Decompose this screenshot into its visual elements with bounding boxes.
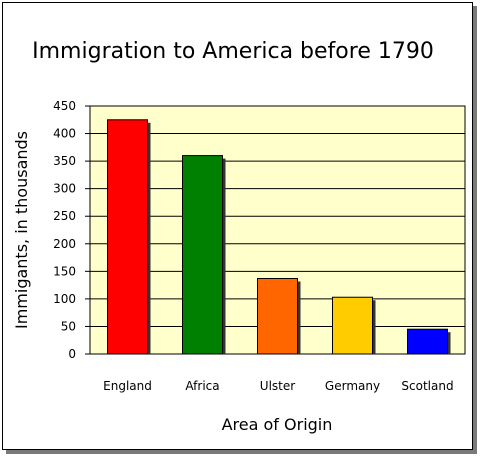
y-tick-label-350: 350	[53, 154, 76, 168]
bar-scotland	[407, 328, 448, 355]
x-tick-label-germany: Germany	[325, 379, 380, 393]
y-tick-label-250: 250	[53, 209, 76, 223]
y-tick-label-50: 50	[61, 319, 76, 333]
bar-ulster	[257, 277, 298, 355]
x-axis-label: Area of Origin	[222, 415, 333, 434]
x-axis-categories: England Africa Ulster Germany Scotland	[103, 379, 453, 393]
x-tick-label-africa: Africa	[185, 379, 219, 393]
y-tick-label-0: 0	[68, 347, 76, 361]
bars	[107, 119, 451, 355]
x-tick-label-ulster: Ulster	[260, 379, 295, 393]
y-tick-label-200: 200	[53, 237, 76, 251]
y-tick-label-400: 400	[53, 127, 76, 141]
y-tick-label-150: 150	[53, 264, 76, 278]
chart-title: Immigration to America before 1790	[32, 39, 434, 64]
bar-england	[107, 119, 148, 355]
x-tick-label-england: England	[103, 379, 152, 393]
x-tick-label-scotland: Scotland	[401, 379, 453, 393]
bar-africa	[182, 155, 223, 355]
y-axis-label: Immigants, in thousands	[12, 131, 31, 329]
y-tick-label-450: 450	[53, 99, 76, 113]
y-tick-label-300: 300	[53, 182, 76, 196]
y-tick-label-100: 100	[53, 292, 76, 306]
bar-germany	[332, 296, 373, 355]
